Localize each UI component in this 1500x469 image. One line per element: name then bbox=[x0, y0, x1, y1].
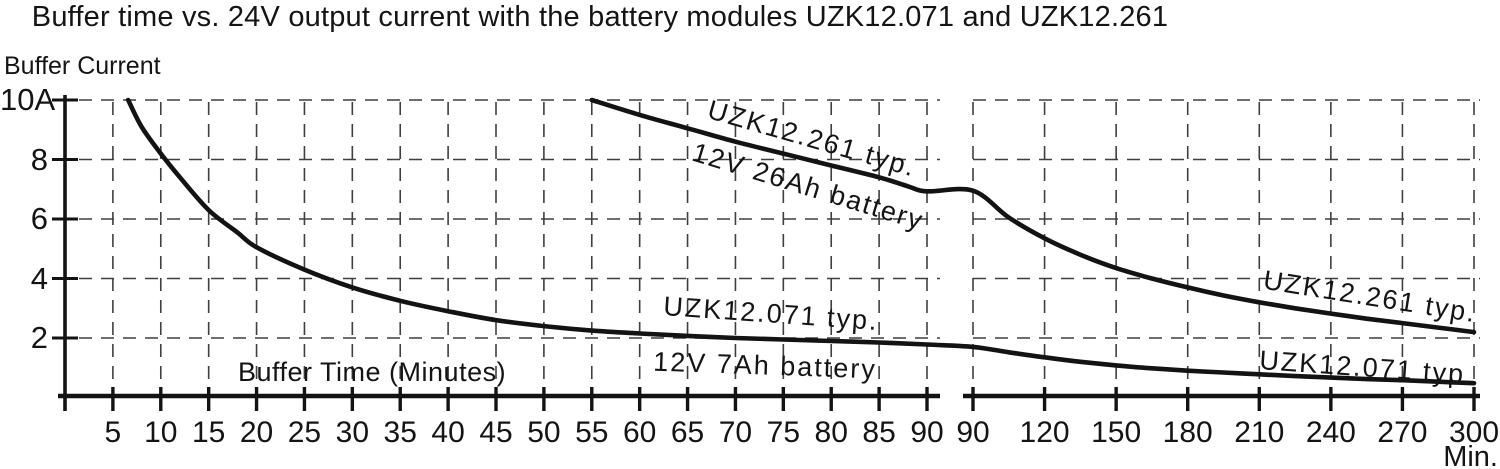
x-axis-title-inside-plot: Buffer Time (Minutes) bbox=[238, 357, 507, 387]
x-tick-label: 180 bbox=[1162, 416, 1213, 449]
x-tick-label: 40 bbox=[431, 416, 465, 449]
x-tick-label: 35 bbox=[383, 416, 417, 449]
x-tick-label: 90 bbox=[956, 416, 990, 449]
x-tick-label: 300 bbox=[1448, 416, 1500, 449]
x-tick-label: 85 bbox=[862, 416, 896, 449]
x-tick-label: 75 bbox=[766, 416, 801, 449]
x-tick-label: 70 bbox=[718, 416, 753, 449]
curve-uzk12-071-typ- bbox=[125, 97, 1477, 386]
x-tick-label: 150 bbox=[1091, 416, 1142, 449]
y-tick-label: 4 bbox=[30, 260, 48, 296]
x-tick-label: 120 bbox=[1019, 416, 1070, 449]
x-tick-label: 20 bbox=[239, 416, 274, 449]
x-tick-label: 15 bbox=[191, 416, 226, 449]
curve-uzk12-261-typ- bbox=[589, 97, 1477, 335]
x-tick-label: 45 bbox=[479, 416, 513, 449]
x-tick-label: 210 bbox=[1234, 416, 1285, 449]
x-tick-label: 25 bbox=[287, 416, 322, 449]
y-tick-label: 10A bbox=[0, 82, 56, 117]
x-tick-label: 55 bbox=[575, 416, 609, 449]
x-tick-label: 50 bbox=[527, 416, 561, 449]
x-tick-label: 240 bbox=[1305, 416, 1356, 449]
x-tick-label: 65 bbox=[670, 416, 705, 449]
y-tick-label: 8 bbox=[30, 141, 48, 177]
y-tick-label: 2 bbox=[30, 320, 48, 355]
x-tick-label: 270 bbox=[1377, 416, 1428, 449]
x-tick-label: 5 bbox=[104, 416, 122, 449]
x-tick-label: 80 bbox=[814, 416, 848, 449]
x-tick-label: 60 bbox=[622, 416, 657, 449]
x-tick-label: 30 bbox=[335, 416, 370, 449]
x-axis-unit-label: Min. bbox=[1443, 441, 1498, 469]
y-axis-title: Buffer Current bbox=[4, 52, 161, 80]
chart-title: Buffer time vs. 24V output current with … bbox=[31, 1, 1169, 33]
x-tick-label: 90 bbox=[910, 416, 944, 449]
y-tick-label: 6 bbox=[30, 201, 48, 236]
x-tick-label: 10 bbox=[144, 416, 178, 449]
